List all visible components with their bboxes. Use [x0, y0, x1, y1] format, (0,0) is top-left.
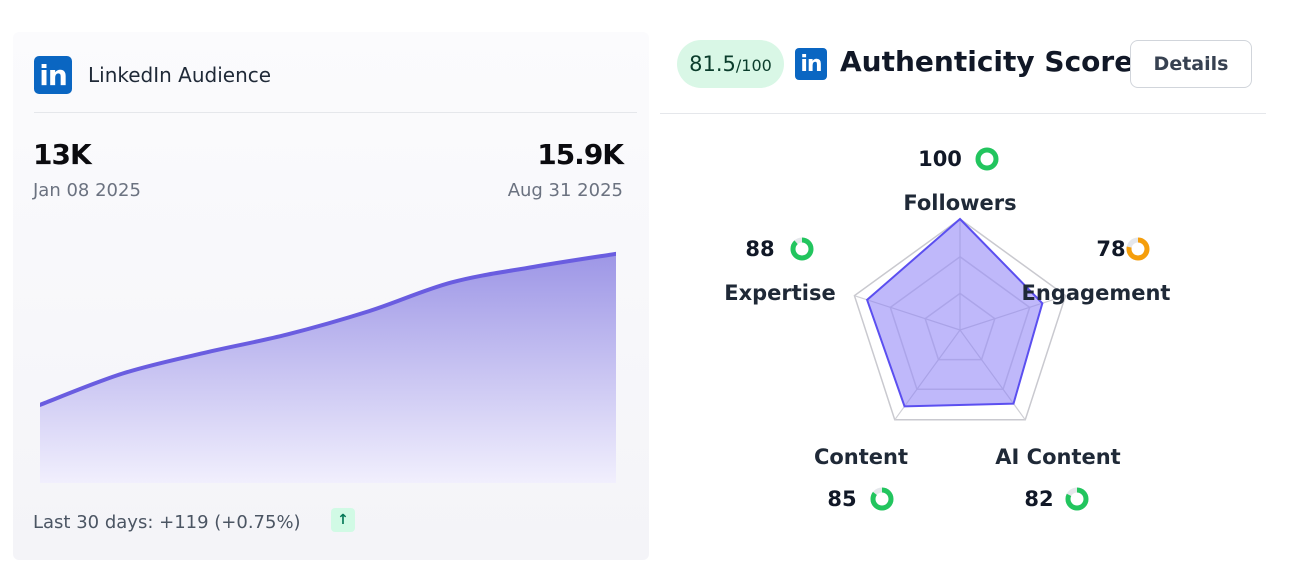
- score-value: 81.5: [689, 52, 736, 76]
- radar-axis-score: 78: [1096, 237, 1125, 261]
- linkedin-logo-icon: in: [795, 48, 827, 80]
- score-ring-icon: [975, 147, 999, 171]
- audience-growth-chart: [40, 251, 616, 483]
- start-follower-count: 13K: [33, 138, 92, 171]
- score-ring-icon: [790, 237, 814, 261]
- score-ring-icon: [1065, 487, 1089, 511]
- arrow-up-icon: ↑: [331, 508, 355, 532]
- chart-series-line: [40, 251, 616, 407]
- radar-grid-ring: [853, 218, 1067, 421]
- linkedin-audience-card: in LinkedIn Audience 13K Jan 08 2025 15.…: [13, 32, 649, 560]
- end-follower-count: 15.9K: [537, 138, 624, 171]
- divider: [660, 113, 1266, 114]
- last-30-days-summary: Last 30 days: +119 (+0.75%): [33, 512, 301, 533]
- score-denominator: /100: [735, 56, 772, 75]
- radar-axis-score: 88: [745, 237, 774, 261]
- authenticity-score-title: Authenticity Score: [840, 45, 1134, 78]
- radar-axis-label: Followers: [903, 191, 1016, 215]
- details-button[interactable]: Details: [1130, 40, 1252, 88]
- authenticity-score-badge: 81.5/100: [677, 40, 784, 88]
- end-date: Aug 31 2025: [507, 180, 623, 201]
- divider: [34, 112, 637, 113]
- card-title: LinkedIn Audience: [88, 63, 272, 87]
- start-date: Jan 08 2025: [33, 180, 141, 201]
- radar-axis-score: 85: [827, 487, 856, 511]
- radar-axis-label: Content: [814, 445, 908, 469]
- score-ring-icon: [870, 487, 894, 511]
- authenticity-radar-chart: Followers 100 Engagement 78 AI Content 82 Cont…: [724, 147, 1171, 511]
- radar-axis-score: 100: [918, 147, 962, 171]
- radar-axis-label: AI Content: [995, 445, 1120, 469]
- radar-axis-label: Engagement: [1022, 281, 1171, 305]
- radar-axis-score: 82: [1024, 487, 1053, 511]
- linkedin-logo-icon: in: [34, 56, 72, 94]
- chart-area-fill: [40, 253, 616, 483]
- radar-axis-label: Expertise: [724, 281, 836, 305]
- score-ring-icon: [1126, 237, 1150, 261]
- radar-data-polygon: [865, 217, 1044, 408]
